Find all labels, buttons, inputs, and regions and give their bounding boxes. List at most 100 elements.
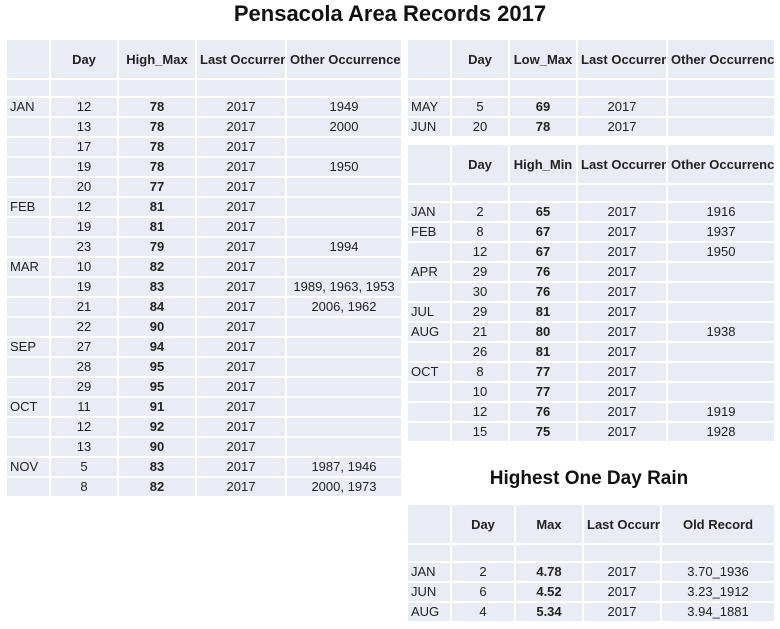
empty-cell <box>408 185 450 201</box>
month-cell: NOV <box>7 458 49 476</box>
day-cell: 12 <box>51 418 117 436</box>
last-occurrence-cell: 2017 <box>578 363 666 381</box>
other-cell <box>287 338 401 356</box>
day-cell: 8 <box>452 363 508 381</box>
value-cell: 4.52 <box>516 583 582 601</box>
table-row: AUG 4 5.34 2017 3.94_1881 <box>408 603 774 621</box>
table-row: FEB 8 67 2017 1937 <box>408 223 774 241</box>
table-row: 13 90 2017 <box>7 438 401 456</box>
page-title: Pensacola Area Records 2017 <box>233 1 547 26</box>
other-cell <box>668 263 774 281</box>
table-row: NOV 5 83 2017 1987, 1946 <box>7 458 401 476</box>
other-cell <box>287 378 401 396</box>
day-cell: 8 <box>452 223 508 241</box>
other-cell <box>287 198 401 216</box>
last-occurrence-cell: 2017 <box>197 218 285 236</box>
value-cell: 79 <box>119 238 195 256</box>
day-cell: 17 <box>51 138 117 156</box>
other-cell: 1950 <box>668 243 774 261</box>
empty-cell <box>578 185 666 201</box>
month-cell <box>408 283 450 301</box>
month-cell <box>408 343 450 361</box>
value-cell: 82 <box>119 258 195 276</box>
other-cell <box>287 218 401 236</box>
other-cell: 1949 <box>287 98 401 116</box>
table-row: JAN 2 65 2017 1916 <box>408 203 774 221</box>
empty-cell <box>578 80 666 96</box>
other-cell <box>287 438 401 456</box>
month-cell <box>7 158 49 176</box>
empty-cell <box>452 185 508 201</box>
value-cell: 4.78 <box>516 563 582 581</box>
table-row: OCT 8 77 2017 <box>408 363 774 381</box>
last-occurrence-cell: 2017 <box>197 98 285 116</box>
day-cell: 5 <box>51 458 117 476</box>
value-cell: 83 <box>119 278 195 296</box>
value-cell: 81 <box>119 198 195 216</box>
value-cell: 67 <box>510 223 576 241</box>
empty-cell <box>668 185 774 201</box>
last-occurrence-cell: 2017 <box>578 263 666 281</box>
other-cell <box>668 383 774 401</box>
month-cell <box>7 418 49 436</box>
table-row: JUN 6 4.52 2017 3.23_1912 <box>408 583 774 601</box>
rain-title: Highest One Day Rain <box>489 468 689 489</box>
column-header: Max <box>516 505 582 543</box>
table-row: JUN 20 78 2017 <box>408 118 774 136</box>
month-cell <box>7 118 49 136</box>
month-cell <box>7 378 49 396</box>
last-occurrence-cell: 2017 <box>584 563 660 581</box>
last-occurrence-cell: 2017 <box>584 583 660 601</box>
other-cell <box>287 138 401 156</box>
column-header <box>408 145 450 183</box>
day-cell: 22 <box>51 318 117 336</box>
day-cell: 15 <box>452 423 508 441</box>
table-row: 19 83 2017 1989, 1963, 1953 <box>7 278 401 296</box>
other-cell <box>287 258 401 276</box>
column-header: Other Occurrences <box>668 145 774 183</box>
table-row: JUL 29 81 2017 <box>408 303 774 321</box>
value-cell: 77 <box>510 363 576 381</box>
last-occurrence-cell: 2017 <box>578 98 666 116</box>
column-header <box>7 40 49 78</box>
value-cell: 76 <box>510 263 576 281</box>
table-row: 12 76 2017 1919 <box>408 403 774 421</box>
table-row: FEB 12 81 2017 <box>7 198 401 216</box>
month-cell <box>7 138 49 156</box>
day-cell: 20 <box>452 118 508 136</box>
month-cell: MAY <box>408 98 450 116</box>
month-cell: SEP <box>7 338 49 356</box>
month-cell <box>408 383 450 401</box>
value-cell: 81 <box>510 343 576 361</box>
other-cell: 2000, 1973 <box>287 478 401 496</box>
column-header: Other Occurrences <box>668 40 774 78</box>
spacer-row <box>408 545 774 561</box>
last-occurrence-cell: 2017 <box>197 478 285 496</box>
last-occurrence-cell: 2017 <box>197 298 285 316</box>
value-cell: 76 <box>510 283 576 301</box>
day-cell: 6 <box>452 583 514 601</box>
column-header: Day <box>452 40 508 78</box>
other-cell <box>287 178 401 196</box>
value-cell: 95 <box>119 358 195 376</box>
empty-cell <box>516 545 582 561</box>
last-occurrence-cell: 2017 <box>197 338 285 356</box>
month-cell <box>7 238 49 256</box>
table-row: APR 29 76 2017 <box>408 263 774 281</box>
day-cell: 5 <box>452 98 508 116</box>
month-cell: JUN <box>408 583 450 601</box>
last-occurrence-cell: 2017 <box>197 138 285 156</box>
empty-cell <box>197 80 285 96</box>
other-cell: 1994 <box>287 238 401 256</box>
value-cell: 78 <box>510 118 576 136</box>
month-cell: JAN <box>7 98 49 116</box>
day-cell: 30 <box>452 283 508 301</box>
day-cell: 13 <box>51 118 117 136</box>
last-occurrence-cell: 2017 <box>197 398 285 416</box>
column-header: High_Max <box>119 40 195 78</box>
